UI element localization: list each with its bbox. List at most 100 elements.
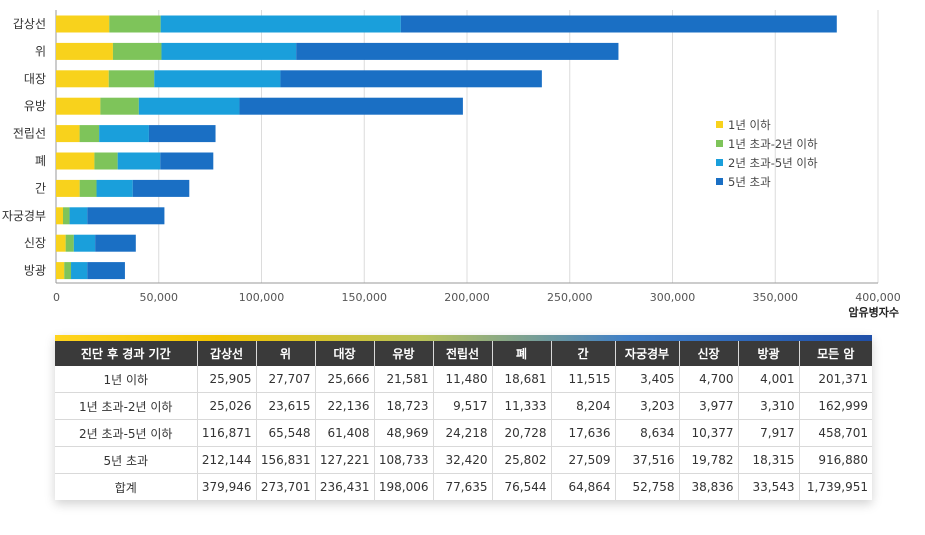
bar-segment xyxy=(73,234,96,252)
table-cell: 21,581 xyxy=(374,366,434,393)
table-cell: 18,315 xyxy=(738,446,800,474)
bar-segment xyxy=(132,179,190,197)
table-cell: 1,739,951 xyxy=(806,480,868,494)
table-cell: 32,420 xyxy=(433,446,493,474)
table-cell: 3,405 xyxy=(615,366,680,393)
legend-label: 2년 초과-5년 이하 xyxy=(728,155,818,170)
table-cell: 19,782 xyxy=(679,446,739,474)
x-tick-label: 50,000 xyxy=(140,291,179,304)
x-tick-label: 0 xyxy=(53,291,60,304)
table-cell: 162,999 xyxy=(799,392,872,420)
bar-segment xyxy=(154,70,281,88)
category-label: 자궁경부 xyxy=(2,209,46,223)
x-tick-label: 200,000 xyxy=(444,291,490,304)
bar-segment xyxy=(112,42,162,60)
table-cell: 11,515 xyxy=(551,366,616,393)
table-cell: 77,635 xyxy=(433,473,493,500)
table-cell: 201,371 xyxy=(799,366,872,393)
bar-segment xyxy=(400,15,837,33)
table-cell: 11,480 xyxy=(433,366,493,393)
bar-segment xyxy=(56,97,101,115)
table-cell: 23,615 xyxy=(256,392,316,420)
bar-segment xyxy=(148,125,216,143)
bar-segment xyxy=(56,125,80,143)
table-cell: 25,905 xyxy=(197,366,257,393)
legend-label: 1년 이하 xyxy=(728,117,771,132)
table-cell: 3,977 xyxy=(679,392,739,420)
table-cell: 24,218 xyxy=(433,419,493,447)
bar-segment xyxy=(56,70,109,88)
table-cell: 10,377 xyxy=(679,419,739,447)
x-tick-label: 350,000 xyxy=(753,291,799,304)
bar-segment xyxy=(239,97,463,115)
table-cell: 3,203 xyxy=(615,392,680,420)
table-cell: 18,723 xyxy=(374,392,434,420)
table-row: 1년 이하 25,905 27,707 25,666 21,581 11,480 18,68… xyxy=(55,366,872,393)
table-cell: 48,969 xyxy=(374,419,434,447)
category-label: 신장 xyxy=(24,236,46,250)
legend-item: 1년 초과-2년 이하 xyxy=(716,134,818,153)
table-cell: 25,026 xyxy=(197,392,257,420)
column-header: 자궁경부 xyxy=(615,341,680,366)
table-cell: 52,758 xyxy=(615,473,680,500)
legend-item: 1년 이하 xyxy=(716,115,818,134)
bar-segment xyxy=(79,125,100,143)
bar-segment xyxy=(117,152,161,170)
table-cell: 198,006 xyxy=(374,473,434,500)
chart-legend: 1년 이하 1년 초과-2년 이하 2년 초과-5년 이하 5년 초과 xyxy=(716,115,818,191)
bar-segment xyxy=(296,42,619,60)
bar-segment xyxy=(109,15,161,33)
column-header: 진단 후 경과 기간 xyxy=(55,341,198,366)
category-label: 대장 xyxy=(24,72,46,86)
bar-segment xyxy=(280,70,542,88)
table-accent-bar xyxy=(55,335,872,341)
bar-segment xyxy=(69,207,88,225)
bar-segment xyxy=(56,207,63,225)
table-cell: 156,831 xyxy=(256,446,316,474)
table-cell: 458,701 xyxy=(799,419,872,447)
category-label: 간 xyxy=(35,181,46,195)
table-cell: 3,310 xyxy=(738,392,800,420)
x-tick-label: 150,000 xyxy=(342,291,388,304)
bar-segment xyxy=(56,152,95,170)
table-cell: 9,517 xyxy=(433,392,493,420)
legend-swatch xyxy=(716,159,723,166)
column-header: 위 xyxy=(256,341,316,366)
x-axis-label: 암유병자수 xyxy=(848,305,899,319)
legend-item: 2년 초과-5년 이하 xyxy=(716,153,818,172)
table-cell: 916,880 xyxy=(799,446,872,474)
category-label: 갑상선 xyxy=(13,17,46,31)
table-cell: 65,548 xyxy=(256,419,316,447)
table-cell: 20,728 xyxy=(492,419,552,447)
table-cell: 27,509 xyxy=(551,446,616,474)
table-row: 5년 초과 212,144 156,831 127,221 108,733 32,420 2… xyxy=(55,446,872,474)
bar-segment xyxy=(79,179,97,197)
column-header: 폐 xyxy=(492,341,552,366)
table-cell: 38,836 xyxy=(679,473,739,500)
bar-segment xyxy=(56,15,110,33)
category-label: 위 xyxy=(35,44,46,58)
table-cell: 22,136 xyxy=(315,392,375,420)
table-cell: 11,333 xyxy=(492,392,552,420)
bar-segment xyxy=(100,97,139,115)
x-tick-label: 400,000 xyxy=(855,291,901,304)
table-cell: 33,543 xyxy=(738,473,800,500)
category-label: 폐 xyxy=(35,154,46,168)
bar-segment xyxy=(87,262,125,280)
legend-item: 5년 초과 xyxy=(716,172,818,191)
category-label: 방광 xyxy=(24,264,46,278)
bar-segment xyxy=(62,207,70,225)
table-cell: 8,634 xyxy=(615,419,680,447)
legend-swatch xyxy=(716,121,723,128)
data-table-container: 진단 후 경과 기간 갑상선 위 대장 유방 전립선 폐 간 자궁경부 신장 방광 모든 암 1년 이… xyxy=(55,335,872,500)
bar-segment xyxy=(65,234,74,252)
row-header-cell: 1년 초과-2년 이하 xyxy=(55,392,198,420)
table-cell: 61,408 xyxy=(315,419,375,447)
bars xyxy=(56,15,837,280)
row-header-cell: 2년 초과-5년 이하 xyxy=(55,419,198,447)
bar-segment xyxy=(138,97,240,115)
column-header: 갑상선 xyxy=(197,341,257,366)
bar-segment xyxy=(99,125,149,143)
x-tick-label: 250,000 xyxy=(547,291,593,304)
x-tick-labels: 0 50,000 100,000 150,000 200,000 250,000 300,0… xyxy=(53,291,901,304)
